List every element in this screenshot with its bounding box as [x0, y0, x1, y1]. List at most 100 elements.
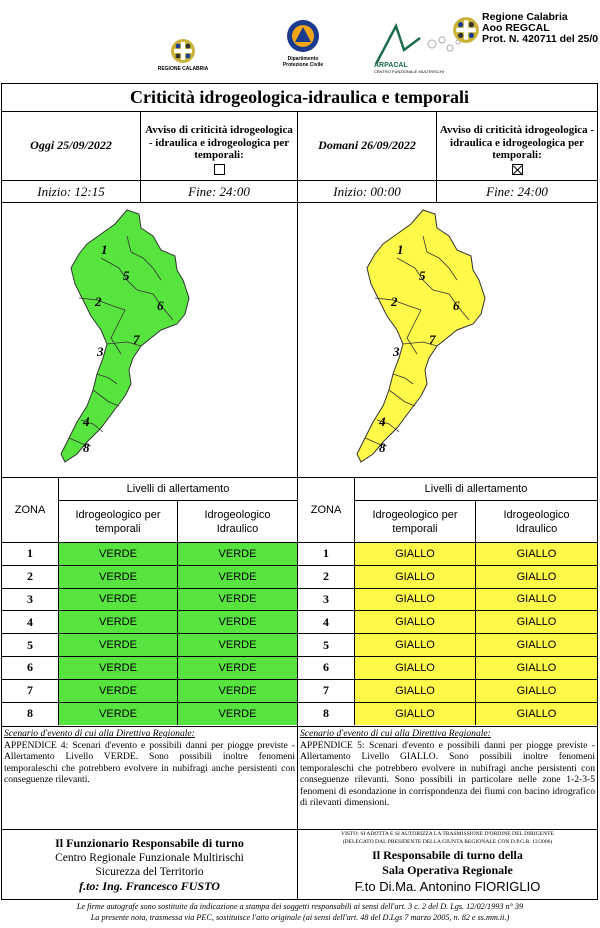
zone-label: 1: [101, 242, 108, 257]
zone-border: [392, 373, 414, 385]
right-signature: VISTO: SI ADOTTA E SI AUTORIZZA LA TRASM…: [341, 831, 554, 894]
level-temporali: GIALLO: [355, 657, 476, 680]
level-temporali: VERDE: [59, 657, 178, 680]
zone-border: [136, 289, 174, 321]
col-temporali-header: Idrogeologico per temporali: [59, 501, 178, 543]
region-outline: [356, 209, 486, 463]
tomorrow-alert-table: ZONA Livelli di allertamento Idrogeologico…: [298, 477, 597, 726]
zone-border: [96, 373, 118, 385]
zone-label: 7: [133, 332, 140, 347]
tomorrow-end: Fine: 24:00: [486, 184, 548, 199]
level-idraulico: GIALLO: [476, 543, 597, 566]
document-header: REGIONE CALABRIA Dipartimento Protezione…: [0, 0, 600, 80]
level-temporali: VERDE: [59, 565, 178, 589]
zona-header: ZONA: [298, 477, 355, 543]
level-idraulico: VERDE: [178, 702, 297, 726]
today-scenario: Scenario d'evento di cui alla Direttiva …: [4, 728, 295, 785]
zone-border: [68, 437, 92, 447]
level-idraulico: VERDE: [178, 657, 297, 680]
level-temporali: VERDE: [59, 634, 178, 657]
level-temporali: GIALLO: [355, 588, 476, 612]
zone-border: [396, 257, 434, 291]
zone-border: [80, 419, 104, 433]
regione-calabria-logo: REGIONE CALABRIA: [148, 38, 218, 72]
level-temporali: GIALLO: [355, 702, 476, 726]
arpacal-logo: ARPACAL CENTRO FUNZIONALE MULTIRISCHI: [370, 20, 470, 74]
protocol-stamp: Regione Calabria Aoo REGCAL Prot. N. 420…: [482, 11, 599, 45]
level-temporali: VERDE: [59, 588, 178, 612]
protezione-civile-emblem-icon: [287, 20, 319, 52]
zone-border: [100, 257, 138, 291]
zone-number: 3: [2, 588, 59, 612]
level-temporali: GIALLO: [355, 611, 476, 635]
zone-label: 1: [397, 242, 404, 257]
today-map-shape: 1 2 3 4 5 6 7 8: [60, 209, 190, 463]
legal-footer: Le firme autografe sono sostituite da in…: [76, 902, 524, 922]
zone-border: [364, 437, 388, 447]
col-idraulico-header: Idrogeologico Idraulico: [178, 501, 297, 543]
level-idraulico: VERDE: [178, 679, 297, 703]
zone-number: 4: [298, 611, 355, 635]
zone-number: 4: [2, 611, 59, 635]
tomorrow-avviso: Avviso di criticità idrogeologica - idra…: [438, 124, 596, 178]
zone-label: 2: [390, 294, 398, 309]
protocol-emblem-icon: [452, 16, 480, 49]
zone-border: [402, 341, 438, 347]
col-idraulico-header: Idrogeologico Idraulico: [476, 501, 597, 543]
bulletin-frame: Criticità idrogeologica-idraulica e temp…: [1, 83, 598, 900]
today-end: Fine: 24:00: [188, 184, 250, 199]
zone-label: 3: [392, 344, 400, 359]
level-temporali: GIALLO: [355, 679, 476, 703]
today-avviso: Avviso di criticità idrogeologica - idra…: [142, 124, 296, 178]
level-idraulico: VERDE: [178, 543, 297, 566]
level-idraulico: VERDE: [178, 611, 297, 635]
zone-label: 4: [378, 414, 386, 429]
zone-border: [106, 341, 142, 347]
today-avviso-checkbox: [213, 163, 225, 175]
level-temporali: GIALLO: [355, 634, 476, 657]
level-idraulico: VERDE: [178, 588, 297, 612]
protezione-civile-logo: Dipartimento Protezione Civile: [273, 18, 333, 68]
zone-label: 4: [82, 414, 90, 429]
level-idraulico: GIALLO: [476, 611, 597, 635]
tomorrow-start: Inizio: 00:00: [333, 184, 401, 199]
zone-number: 5: [2, 634, 59, 657]
zone-label: 5: [123, 268, 130, 283]
zone-border: [376, 419, 400, 433]
zone-number: 2: [298, 565, 355, 589]
region-outline: [60, 209, 190, 463]
level-idraulico: GIALLO: [476, 588, 597, 612]
zone-border: [110, 309, 126, 355]
zone-number: 2: [2, 565, 59, 589]
zona-header: ZONA: [2, 477, 59, 543]
zone-label: 8: [83, 440, 90, 455]
zone-number: 1: [2, 543, 59, 566]
level-idraulico: GIALLO: [476, 634, 597, 657]
today-start: Inizio: 12:15: [37, 184, 105, 199]
zone-number: 3: [298, 588, 355, 612]
today-zone-map: 1 2 3 4 5 6 7 8: [60, 209, 190, 463]
level-idraulico: GIALLO: [476, 565, 597, 589]
arpacal-emblem-icon: [374, 22, 461, 65]
zone-border: [126, 235, 162, 281]
zone-number: 6: [298, 657, 355, 680]
zone-label: 7: [429, 332, 436, 347]
zone-number: 8: [298, 702, 355, 726]
level-temporali: GIALLO: [355, 565, 476, 589]
livelli-header: Livelli di allertamento: [59, 477, 297, 501]
zone-border: [422, 235, 458, 281]
level-idraulico: VERDE: [178, 634, 297, 657]
zone-border: [388, 389, 416, 407]
level-temporali: GIALLO: [355, 543, 476, 566]
zone-number: 6: [2, 657, 59, 680]
tomorrow-zone-map: 1 2 3 4 5 6 7 8: [356, 209, 486, 463]
zone-number: 7: [298, 679, 355, 703]
zone-number: 7: [2, 679, 59, 703]
tomorrow-date: Domani 26/09/2022: [318, 138, 416, 152]
zone-border: [432, 289, 470, 321]
zone-border: [406, 309, 422, 355]
level-temporali: VERDE: [59, 679, 178, 703]
level-temporali: VERDE: [59, 702, 178, 726]
level-idraulico: GIALLO: [476, 657, 597, 680]
left-signature: Il Funzionario Responsabile di turno Cen…: [55, 836, 244, 893]
